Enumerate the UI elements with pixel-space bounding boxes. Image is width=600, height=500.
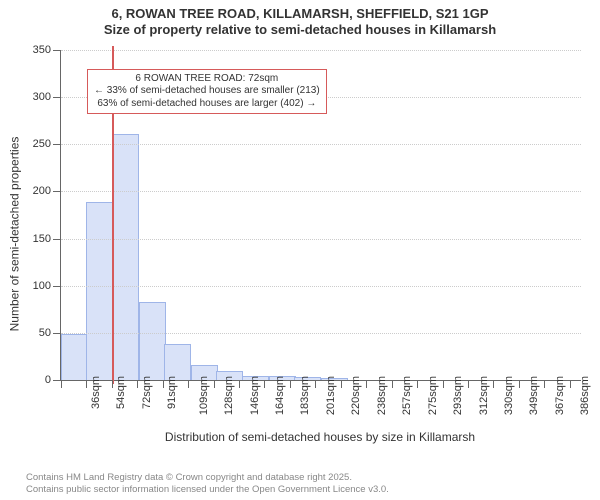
x-tick-label: 293sqm bbox=[452, 376, 464, 415]
x-tick-label: 330sqm bbox=[503, 376, 515, 415]
x-tick-label: 367sqm bbox=[554, 376, 566, 415]
x-tick bbox=[341, 380, 342, 388]
x-tick-label: 275sqm bbox=[427, 376, 439, 415]
x-tick-label: 128sqm bbox=[223, 376, 235, 415]
x-tick bbox=[137, 380, 138, 388]
y-tick-label: 150 bbox=[33, 233, 61, 245]
x-tick bbox=[392, 380, 393, 388]
x-tick bbox=[468, 380, 469, 388]
histogram-bar bbox=[86, 202, 113, 380]
x-tick bbox=[417, 380, 418, 388]
y-axis-label: Number of semi-detached properties bbox=[6, 44, 22, 424]
histogram-bar bbox=[112, 134, 139, 380]
annotation-line: ← 33% of semi-detached houses are smalle… bbox=[94, 85, 320, 98]
chart-area: Number of semi-detached properties 05010… bbox=[0, 44, 600, 444]
grid-line bbox=[61, 50, 581, 51]
y-tick-label: 100 bbox=[33, 280, 61, 292]
y-tick-label: 0 bbox=[45, 374, 61, 386]
footer: Contains HM Land Registry data © Crown c… bbox=[26, 472, 389, 496]
grid-line bbox=[61, 144, 581, 145]
x-tick-label: 201sqm bbox=[325, 376, 337, 415]
x-tick bbox=[493, 380, 494, 388]
y-tick-label: 250 bbox=[33, 138, 61, 150]
x-tick bbox=[264, 380, 265, 388]
grid-line bbox=[61, 286, 581, 287]
x-tick-label: 146sqm bbox=[249, 376, 261, 415]
y-tick-label: 300 bbox=[33, 91, 61, 103]
annotation-box: 6 ROWAN TREE ROAD: 72sqm← 33% of semi-de… bbox=[87, 69, 327, 115]
y-tick-label: 50 bbox=[39, 327, 61, 339]
x-tick-label: 257sqm bbox=[401, 376, 413, 415]
histogram-bar bbox=[139, 302, 166, 380]
grid-line bbox=[61, 191, 581, 192]
x-tick bbox=[163, 380, 164, 388]
x-tick bbox=[443, 380, 444, 388]
x-tick bbox=[519, 380, 520, 388]
y-axis-label-text: Number of semi-detached properties bbox=[7, 137, 21, 332]
title-block: 6, ROWAN TREE ROAD, KILLAMARSH, SHEFFIEL… bbox=[0, 0, 600, 39]
x-tick bbox=[214, 380, 215, 388]
title-line-2: Size of property relative to semi-detach… bbox=[0, 22, 600, 38]
footer-line-2: Contains public sector information licen… bbox=[26, 484, 389, 496]
x-tick bbox=[61, 380, 62, 388]
chart-container: 6, ROWAN TREE ROAD, KILLAMARSH, SHEFFIEL… bbox=[0, 0, 600, 500]
x-tick bbox=[188, 380, 189, 388]
histogram-bar bbox=[61, 334, 88, 380]
x-tick bbox=[86, 380, 87, 388]
y-tick-label: 200 bbox=[33, 185, 61, 197]
x-tick-label: 109sqm bbox=[198, 376, 210, 415]
x-tick-label: 220sqm bbox=[350, 376, 362, 415]
x-tick-label: 238sqm bbox=[376, 376, 388, 415]
histogram-bar bbox=[164, 344, 191, 380]
annotation-line: 6 ROWAN TREE ROAD: 72sqm bbox=[94, 73, 320, 86]
x-tick-label: 312sqm bbox=[478, 376, 490, 415]
x-axis-label: Distribution of semi-detached houses by … bbox=[60, 430, 580, 444]
grid-line bbox=[61, 239, 581, 240]
title-line-1: 6, ROWAN TREE ROAD, KILLAMARSH, SHEFFIEL… bbox=[0, 6, 600, 22]
x-tick bbox=[290, 380, 291, 388]
x-tick-label: 164sqm bbox=[274, 376, 286, 415]
x-tick bbox=[315, 380, 316, 388]
x-tick bbox=[239, 380, 240, 388]
x-tick-label: 72sqm bbox=[141, 376, 153, 409]
y-tick-label: 350 bbox=[33, 44, 61, 56]
x-tick bbox=[112, 380, 113, 388]
x-tick-label: 54sqm bbox=[115, 376, 127, 409]
annotation-line: 63% of semi-detached houses are larger (… bbox=[94, 98, 320, 111]
footer-line-1: Contains HM Land Registry data © Crown c… bbox=[26, 472, 389, 484]
x-tick bbox=[366, 380, 367, 388]
x-tick-label: 183sqm bbox=[300, 376, 312, 415]
x-tick-label: 386sqm bbox=[579, 376, 591, 415]
x-tick-label: 349sqm bbox=[529, 376, 541, 415]
x-tick bbox=[570, 380, 571, 388]
x-tick bbox=[544, 380, 545, 388]
plot-area: 05010015020025030035036sqm54sqm72sqm91sq… bbox=[60, 50, 581, 381]
grid-line bbox=[61, 333, 581, 334]
x-tick-label: 36sqm bbox=[90, 376, 102, 409]
x-tick-label: 91sqm bbox=[166, 376, 178, 409]
